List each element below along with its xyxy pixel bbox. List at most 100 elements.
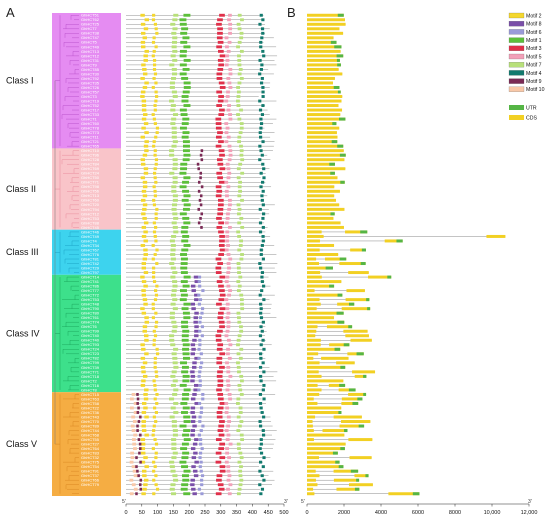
gene-label: GhHCT92 [81,76,100,81]
utr-block [339,383,346,387]
motif-block [183,45,191,49]
motif-block [193,451,198,455]
motif-block [262,212,266,216]
motif-block [154,320,159,324]
motif-block [171,45,177,49]
motif-block [240,379,244,383]
motif-block [181,411,188,414]
motif-block [153,108,157,112]
motif-block [154,239,158,243]
motif-block [217,131,223,135]
motif-block [261,31,265,35]
cds-block [307,207,345,211]
gene-structure-row [307,438,373,442]
motif-block [237,248,242,252]
cds-block [307,316,335,320]
motif-block [258,483,262,487]
motif-block [194,356,199,360]
motif-block [193,469,198,473]
motif-row [126,45,277,49]
motif-row [126,27,270,31]
motif-block [153,104,157,107]
motif-row [126,104,266,107]
motif-block [198,415,202,419]
utr-block [340,365,346,369]
gene-structure-row [307,140,338,144]
motif-block [152,379,156,383]
motif-block [141,126,146,130]
motif-block [225,216,230,220]
motif-block [236,343,240,347]
cds-block [307,40,337,44]
cds-block [307,456,319,460]
motif-block [193,474,199,478]
motif-block [172,49,178,53]
motif-block [260,153,264,157]
gene-label: GhHCT50 [81,175,100,180]
gene-structure-row [307,243,335,247]
motif-block [239,239,243,243]
gene-label: GhHCT24 [81,171,100,176]
motif-block [194,298,199,302]
cds-block [307,49,341,53]
motif-block [180,230,188,234]
utr-block [334,347,341,351]
motif-block [198,379,202,383]
motif-block [238,474,243,478]
motif-block [152,415,156,419]
motif-block [154,289,158,293]
legend-label: Motif 4 [526,71,542,77]
motif-row [126,225,268,229]
motif-block [180,447,188,451]
motif-block [197,347,201,351]
motif-row [126,465,265,469]
motif-block [180,167,188,171]
gene-structure-row [307,162,335,166]
motif-block [141,370,146,374]
motif-block [140,356,146,360]
gene-label: GhHCT6 [81,324,98,329]
motif-block [180,361,187,365]
motif-block [152,58,157,62]
motif-block [141,402,147,405]
gene-structure-row [307,302,355,306]
motif-block [258,99,262,103]
motif-block [153,406,157,410]
class-bands [52,13,121,496]
gene-structure-row [307,108,343,112]
motif-block [259,126,263,130]
motif-block [217,99,224,103]
motif-block [181,397,189,401]
motif-block [179,460,187,464]
motif-block [169,311,175,315]
gene-structure-row [307,203,340,207]
motif-block [199,460,203,464]
motif-block [200,225,203,229]
motif-block [217,27,223,31]
motif-block [236,365,241,369]
motif-block [261,162,265,166]
gene-label: GhHCT19 [81,98,100,103]
class-label-class-iii: Class III [6,247,39,257]
motif-block [216,135,222,139]
cds-block [307,343,321,347]
utr-block [339,153,346,157]
motif-block [153,298,158,302]
motif-block [260,280,264,284]
legend-label: Motif 10 [526,87,545,93]
motif-block [218,230,224,234]
gene-label: GhHCT88 [81,220,100,225]
motif-block [215,334,222,338]
motif-block [153,122,157,126]
utr-block [337,293,343,297]
motif-block [144,81,149,85]
motif-block [240,198,244,202]
legend-label: Motif 3 [526,46,542,52]
motif-block [226,185,231,189]
motif-block [260,244,264,247]
motif-block [154,420,158,423]
motif-block [262,370,266,374]
motif-block [262,433,266,437]
motif-block [237,316,241,320]
motif-block [141,189,147,193]
